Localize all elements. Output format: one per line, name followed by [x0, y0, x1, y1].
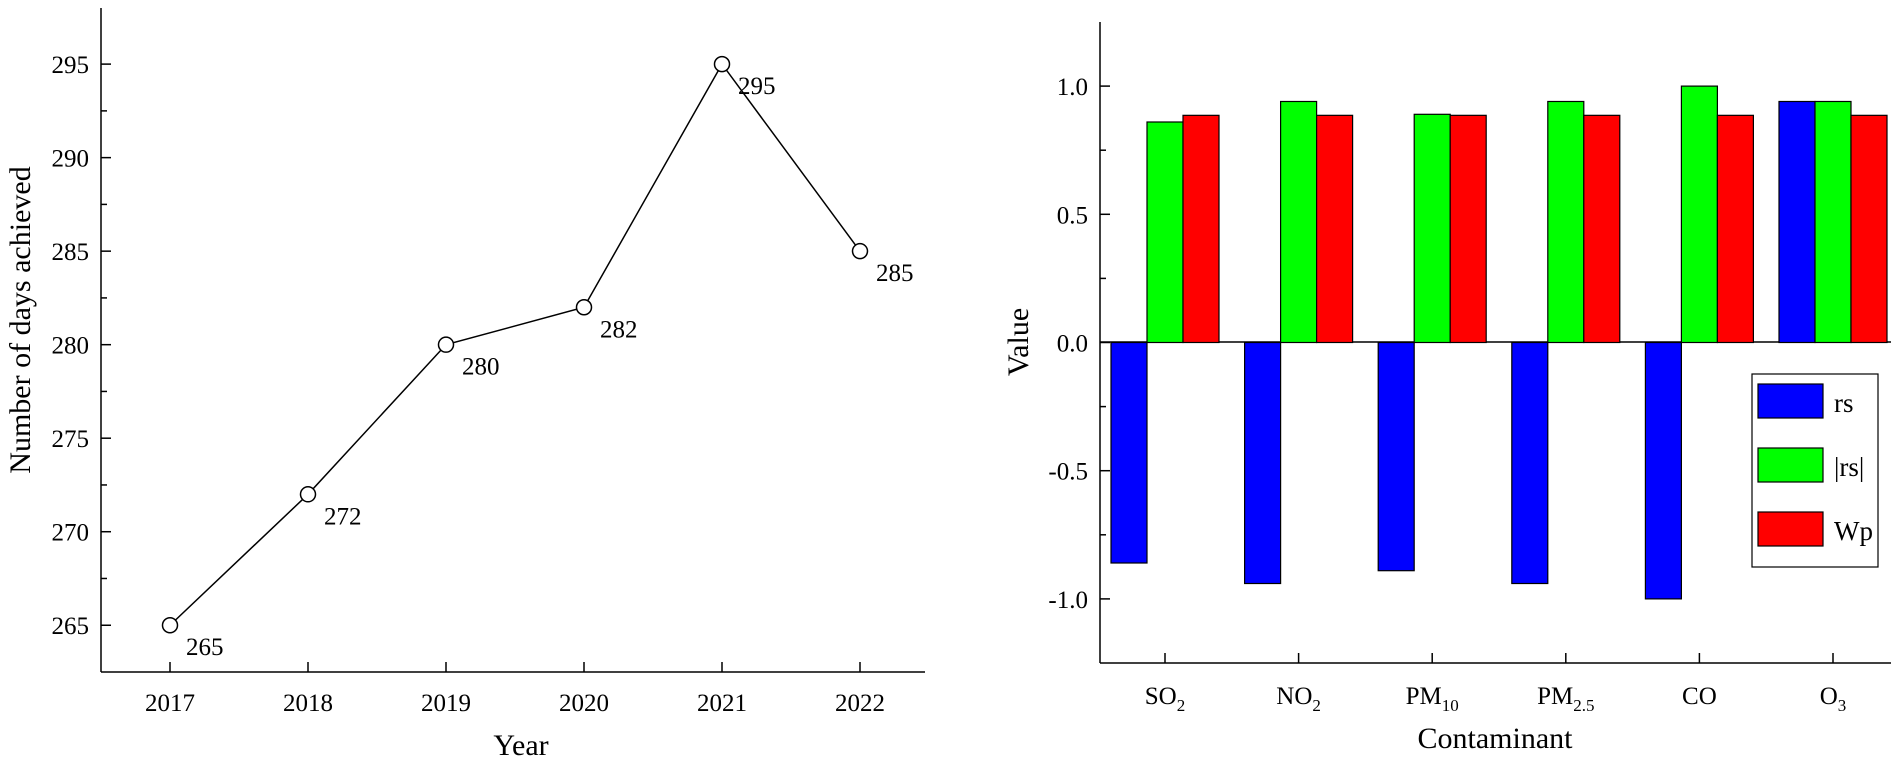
line-point — [437, 336, 455, 353]
line-x-tick-label: 2021 — [697, 690, 747, 717]
category-name: NO — [1276, 683, 1312, 710]
line-y-tick-label: 275 — [52, 426, 90, 453]
category-subscript: 10 — [1442, 696, 1459, 715]
bar-Wp — [1583, 114, 1621, 344]
legend-label: rs — [1834, 388, 1854, 418]
category-name: CO — [1682, 683, 1717, 710]
category-name: PM — [1537, 683, 1573, 710]
bar-chart-y-ticks: -1.0 -0.5 0.0 0.5 1.0 — [1048, 74, 1110, 614]
line-point — [161, 616, 179, 634]
bar-rs — [1778, 100, 1816, 344]
line-y-tick-label: 285 — [52, 239, 90, 266]
line-x-tick-label: 2019 — [421, 690, 471, 717]
line-chart-y-ticks: 265 270 275 280 285 290 295 — [52, 52, 111, 640]
line-data-label: 265 — [186, 634, 224, 661]
bar-abs-rsabs- — [1680, 85, 1719, 344]
line-y-tick-label: 270 — [52, 520, 90, 547]
legend-swatch — [1757, 383, 1824, 419]
legend-label: |rs| — [1834, 452, 1864, 482]
line-data-label: 285 — [876, 260, 914, 287]
bar-Wp — [1716, 114, 1755, 344]
bar-abs-rsabs- — [1413, 113, 1451, 344]
bar-rs — [1243, 341, 1282, 585]
bar-x-tick-label: SO2 — [1145, 683, 1185, 715]
line-x-tick-label: 2020 — [559, 690, 609, 717]
line-data-label: 295 — [738, 73, 776, 100]
bar-abs-rsabs- — [1279, 100, 1318, 344]
line-chart-x-ticks: 2017 2018 2019 2020 2021 2022 — [145, 662, 885, 717]
bar-y-tick-label: 0.5 — [1057, 202, 1088, 229]
line-x-tick-label: 2017 — [145, 690, 195, 717]
bar-chart: -1.0-0.50.00.51.0 SO2 NO2 PM10 PM2.5 CO O3 rs… — [1002, 22, 1891, 755]
line-x-tick-label: 2022 — [835, 690, 885, 717]
line-point — [713, 55, 731, 73]
line-point — [851, 242, 869, 260]
line-data-label: 272 — [324, 503, 362, 530]
bar-y-tick-label: 1.0 — [1057, 74, 1088, 101]
bar-rs — [1511, 341, 1549, 585]
line-chart-x-axis-title: Year — [493, 729, 548, 762]
bar-rs — [1377, 341, 1415, 572]
line-y-tick-label: 290 — [52, 146, 90, 173]
bar-Wp — [1315, 114, 1354, 344]
category-name: O — [1820, 683, 1838, 710]
bar-x-tick-label: CO — [1682, 683, 1717, 710]
bar-Wp — [1850, 114, 1888, 344]
bar-abs-rsabs- — [1547, 100, 1585, 344]
bar-chart-x-ticks: SO2 NO2 PM10 PM2.5 CO O3 — [1145, 653, 1847, 715]
bar-x-tick-label: PM2.5 — [1537, 683, 1594, 715]
line-data-label: 280 — [462, 354, 500, 381]
category-name: PM — [1406, 683, 1442, 710]
bar-rs — [1110, 341, 1148, 564]
bar-rs — [1644, 341, 1683, 600]
category-subscript: 3 — [1838, 696, 1847, 715]
line-chart-y-axis-title: Number of days achieved — [4, 166, 37, 473]
bar-abs-rsabs- — [1814, 100, 1852, 344]
bar-Wp — [1182, 114, 1220, 344]
bar-x-tick-label: PM10 — [1406, 683, 1459, 715]
legend-swatch — [1757, 447, 1824, 483]
line-y-tick-label: 280 — [52, 333, 90, 360]
line-point — [575, 299, 593, 316]
line-y-tick-label: 265 — [52, 613, 90, 640]
line-points — [161, 55, 869, 634]
legend-swatch — [1757, 511, 1824, 547]
legend-label: Wp — [1834, 516, 1873, 546]
bar-chart-x-axis-title: Contaminant — [1418, 722, 1574, 755]
bar-x-tick-label: O3 — [1820, 683, 1847, 715]
bar-abs-rsabs- — [1146, 121, 1184, 344]
category-subscript: 2 — [1312, 696, 1321, 715]
bar-chart-bars — [1110, 85, 1888, 600]
bar-y-tick-label: 0.0 — [1057, 331, 1088, 358]
bar-x-tick-label: NO2 — [1276, 683, 1321, 715]
legend: rs |rs| Wp — [1751, 373, 1879, 568]
line-series — [169, 62, 861, 626]
bar-Wp — [1449, 114, 1487, 344]
category-subscript: 2.5 — [1573, 696, 1594, 715]
line-x-tick-label: 2018 — [283, 690, 333, 717]
bar-y-tick-label: -1.0 — [1048, 587, 1088, 614]
line-data-labels: 265 272 280 282 295 285 — [186, 73, 914, 661]
category-name: SO — [1145, 683, 1177, 710]
category-subscript: 2 — [1177, 696, 1186, 715]
bar-chart-y-axis-title: Value — [1002, 308, 1035, 376]
line-data-label: 282 — [600, 316, 638, 343]
line-y-tick-label: 295 — [52, 52, 90, 79]
bar-y-tick-label: -0.5 — [1048, 459, 1088, 486]
line-point — [299, 486, 317, 503]
